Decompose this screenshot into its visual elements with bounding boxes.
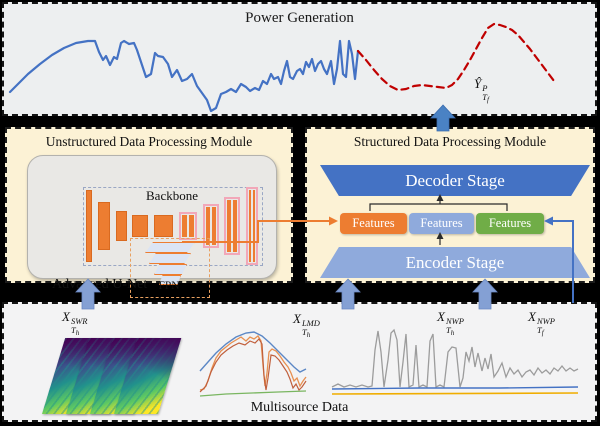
lmd-input-label: X LMD Th <box>293 311 320 339</box>
structured-data-processing-module: Structured Data Processing Module Decode… <box>305 127 595 283</box>
power-panel-title: Power Generation <box>245 10 354 26</box>
fpn-level-icon <box>149 253 191 264</box>
encoder-stage: Encoder Stage <box>320 247 590 278</box>
structured-module-title: Structured Data Processing Module <box>353 134 547 149</box>
feature-box-encoder: Features <box>409 213 474 234</box>
nwp-future-input-label: X NWP Tf <box>528 309 555 337</box>
multisource-caption: Multisource Data <box>250 400 349 415</box>
backbone-label: Backbone <box>146 188 198 203</box>
fpn-label: FPN <box>158 280 180 292</box>
unstructured-data-processing-module: Unstructured Data Processing Module Back… <box>5 127 293 298</box>
fpn-level-icon <box>154 264 187 275</box>
fpn-level-icon <box>145 242 195 253</box>
fpn-boundary <box>130 238 210 298</box>
swr-input-label: X SWR Th <box>62 309 88 337</box>
advanced-unet-label: Advanced U-Net <box>52 277 148 292</box>
feature-box-nwp-future: Features <box>476 213 544 234</box>
unstructured-module-title: Unstructured Data Processing Module <box>45 134 253 149</box>
forecast-output-label: Ŷ P Tf <box>474 76 489 104</box>
advanced-unet-box: Backbone FPN Advanced U-Net <box>27 155 277 298</box>
nwp-historical-input-label: X NWP Th <box>437 309 464 337</box>
power-generation-panel: Power Generation Ŷ P Tf <box>2 2 597 116</box>
feature-box-unstructured: Features <box>340 213 407 234</box>
decoder-stage: Decoder Stage <box>320 165 590 196</box>
